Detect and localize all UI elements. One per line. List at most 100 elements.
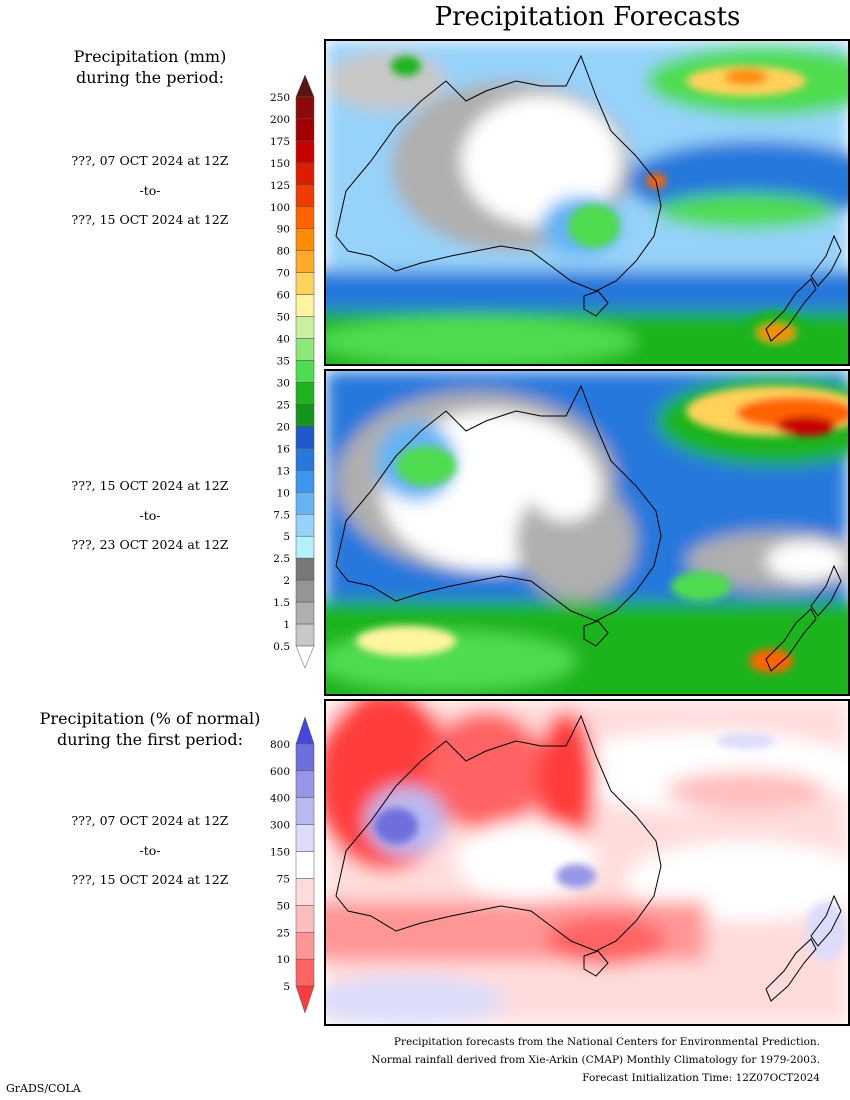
panel3-to: -to- (139, 843, 161, 858)
mm-tick-label: 60 (277, 290, 290, 302)
mm-tick-label: 7.5 (273, 509, 290, 521)
panel3-start: ???, 07 OCT 2024 at 12Z (71, 813, 229, 828)
map-precip-percent-normal (324, 699, 850, 1026)
panel3-header-line2: during the first period: (56, 730, 244, 749)
mm-tick-label: 10 (277, 487, 290, 499)
mm-tick-label: 70 (277, 268, 290, 280)
panel3-header: Precipitation (% of normal) during the f… (0, 708, 300, 750)
page-title: Precipitation Forecasts (434, 2, 741, 32)
mm-tick-label: 35 (277, 356, 290, 368)
mm-swatch (295, 382, 315, 405)
pct-tick-label: 10 (277, 954, 290, 966)
mm-swatch (295, 250, 315, 273)
mm-tick-label: 5 (283, 531, 290, 543)
mm-swatch (295, 360, 315, 383)
pct-swatch (295, 878, 315, 906)
mm-cap-top (295, 74, 315, 98)
mm-swatch (295, 338, 315, 361)
mm-colorbar: 250 200 175 150 125 100 90 80 70 60 50 40 35 30 25 20 16… (258, 74, 324, 669)
mm-cap-bottom (295, 645, 315, 669)
pct-tick-label: 25 (277, 927, 290, 939)
mm-swatch (295, 623, 315, 647)
panel1-header-line2: during the period: (76, 68, 224, 87)
mm-tick-label: 25 (277, 399, 290, 411)
pct-swatch (295, 958, 315, 987)
mm-swatch (295, 404, 315, 427)
grads-brand: GrADS/COLA (6, 1082, 81, 1095)
mm-tick-label: 125 (270, 180, 290, 192)
mm-tick-label: 250 (270, 92, 290, 104)
pct-tick-label: 600 (270, 766, 290, 778)
panel3-end: ???, 15 OCT 2024 at 12Z (71, 872, 229, 887)
mm-swatch (295, 448, 315, 471)
panel1-header: Precipitation (mm) during the period: (0, 46, 300, 88)
mm-swatch (295, 294, 315, 317)
mm-tick-label: 200 (270, 114, 290, 126)
pct-swatch (295, 770, 315, 798)
footer-notes: Precipitation forecasts from the Nationa… (371, 1033, 820, 1087)
mm-swatch (295, 316, 315, 339)
footer-line1: Precipitation forecasts from the Nationa… (393, 1036, 820, 1048)
mm-tick-label: 150 (270, 158, 290, 170)
panel2-to: -to- (139, 508, 161, 523)
pct-tick-label: 300 (270, 820, 290, 832)
mm-swatch (295, 579, 315, 603)
pct-cap-bottom (295, 985, 315, 1014)
mm-swatch (295, 184, 315, 208)
map-precip-period2 (324, 369, 850, 696)
pct-swatch (295, 797, 315, 825)
pct-swatch (295, 851, 315, 879)
mm-swatch (295, 426, 315, 449)
pct-swatch (295, 824, 315, 852)
mm-swatch (295, 162, 315, 186)
pct-colorbar: 800 600 400 300 150 75 50 25 10 5 (258, 716, 324, 1014)
pct-swatch (295, 905, 315, 933)
footer-line3: Forecast Initialization Time: 12Z07OCT20… (582, 1072, 820, 1084)
panel1-start: ???, 07 OCT 2024 at 12Z (71, 153, 229, 168)
pct-swatch (295, 743, 315, 772)
mm-swatch (295, 601, 315, 625)
panel1-end: ???, 15 OCT 2024 at 12Z (71, 212, 229, 227)
panel2-end: ???, 23 OCT 2024 at 12Z (71, 537, 229, 552)
mm-swatch (295, 535, 315, 559)
mm-tick-label: 16 (277, 443, 291, 455)
mm-swatch (295, 228, 315, 251)
mm-tick-label: 175 (270, 136, 290, 148)
mm-tick-label: 1 (283, 619, 290, 631)
mm-swatch (295, 96, 315, 120)
pct-swatch (295, 932, 315, 960)
mm-swatch (295, 514, 315, 537)
panel3-header-line1: Precipitation (% of normal) (39, 709, 261, 728)
pct-tick-label: 50 (277, 900, 290, 912)
map-precip-period1 (324, 39, 850, 366)
mm-tick-label: 30 (277, 377, 290, 389)
footer-line2: Normal rainfall derived from Xie-Arkin (… (371, 1054, 820, 1066)
mm-tick-label: 40 (277, 334, 290, 346)
pct-cap-top (295, 716, 315, 745)
mm-tick-label: 80 (277, 246, 290, 258)
mm-tick-label: 90 (277, 224, 290, 236)
mm-tick-label: 100 (270, 202, 290, 214)
pct-tick-label: 400 (270, 793, 290, 805)
pct-tick-label: 75 (277, 873, 290, 885)
mm-tick-label: 50 (277, 312, 290, 324)
mm-tick-label: 20 (277, 421, 290, 433)
mm-tick-label: 1.5 (273, 597, 290, 609)
mm-tick-label: 2 (283, 575, 290, 587)
mm-tick-label: 0.5 (273, 641, 290, 653)
pct-tick-label: 150 (270, 847, 290, 859)
panel1-to: -to- (139, 183, 161, 198)
mm-swatch (295, 118, 315, 142)
mm-swatch (295, 206, 315, 229)
mm-swatch (295, 470, 315, 493)
coastline (335, 54, 842, 342)
pct-tick-label: 800 (270, 739, 290, 751)
mm-swatch (295, 140, 315, 164)
mm-swatch (295, 272, 315, 295)
mm-swatch (295, 492, 315, 515)
panel2-start: ???, 15 OCT 2024 at 12Z (71, 478, 229, 493)
pct-tick-label: 5 (283, 981, 290, 993)
mm-tick-label: 2.5 (273, 553, 290, 565)
mm-swatch (295, 557, 315, 581)
panel1-header-line1: Precipitation (mm) (73, 47, 227, 66)
